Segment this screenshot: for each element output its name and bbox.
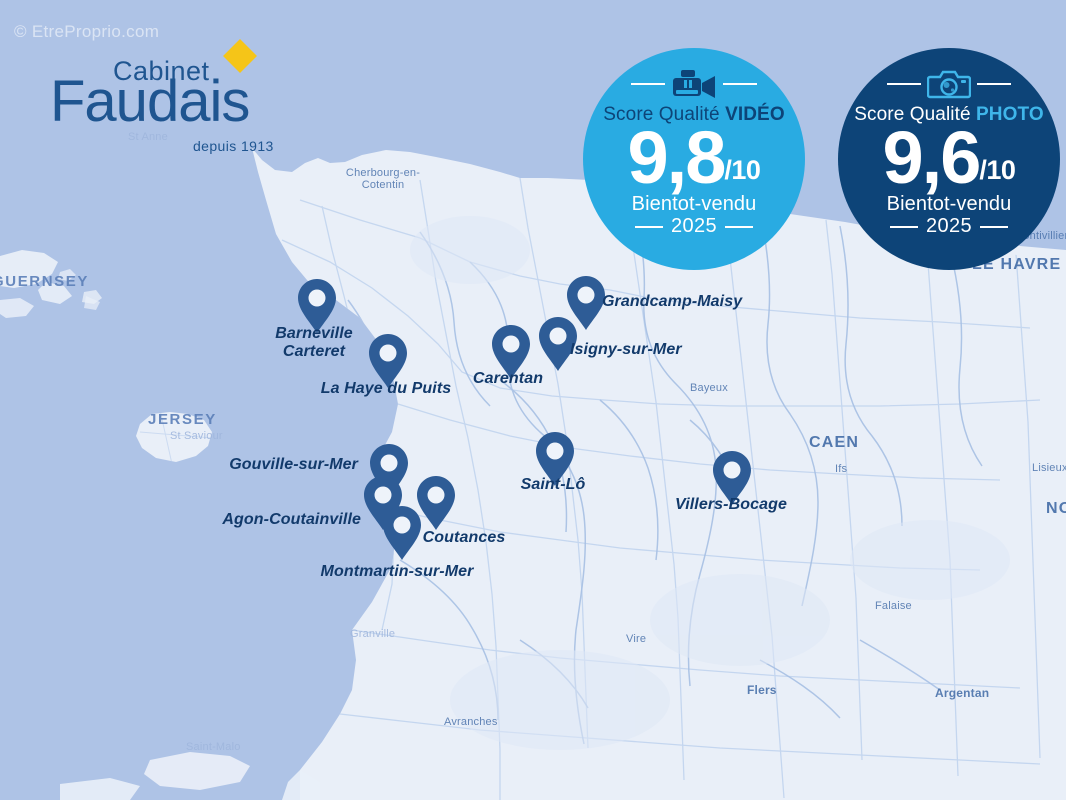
company-logo: Cabinet Faudais depuis 1913 <box>46 39 286 154</box>
badge-photo-score-value: 9,6 <box>882 116 982 199</box>
badge-photo-score-row: 9,6 /10 <box>882 116 1016 199</box>
badge-video-subtitle: Bientot-vendu <box>631 193 757 216</box>
badge-photo-label: Score Qualité PHOTO <box>854 104 1044 126</box>
map-pin[interactable] <box>490 324 532 380</box>
map-pin-icon <box>298 279 336 333</box>
map-pin[interactable] <box>367 333 409 389</box>
map-pin-label-line: La Haye du Puits <box>320 380 452 397</box>
badge-video-year: 2025 <box>670 215 718 238</box>
map-pin[interactable] <box>565 275 607 331</box>
watermark: © EtreProprio.com <box>14 22 160 41</box>
year-rule-right <box>980 225 1009 228</box>
year-rule-right <box>725 225 754 228</box>
badge-video-score-value: 9,8 <box>627 116 727 199</box>
map-pin-icon <box>417 476 455 530</box>
badge-photo-score-denominator: /10 <box>979 155 1016 186</box>
badge-video-score: Score Qualité VIDÉO 9,8 /10 Bientot-vend… <box>583 48 805 270</box>
map-pin[interactable] <box>415 475 457 531</box>
badge-video-label: Score Qualité VIDÉO <box>603 104 784 126</box>
map-pin-label: Isigny-sur-Mer <box>570 341 682 359</box>
map-pin-label-line: Carentan <box>472 370 544 387</box>
map-pin-label-line: Barneville <box>275 325 353 342</box>
logo-top-word: Cabinet <box>113 56 210 86</box>
jersey-island <box>136 412 212 462</box>
logo-main-word: Faudais <box>50 69 250 134</box>
map-pin-label-line: Carteret <box>282 343 346 360</box>
map-pin-label-line: Saint-Lô <box>520 476 586 493</box>
map-pin[interactable] <box>381 505 423 561</box>
rule-left <box>631 83 665 85</box>
map-pin[interactable] <box>296 278 338 334</box>
channel-islands <box>0 250 102 318</box>
map-pin-label: Saint-Lô <box>521 476 586 494</box>
map-pin-icon <box>536 432 574 486</box>
map-pin[interactable] <box>711 450 753 506</box>
badge-photo-label-bold: PHOTO <box>976 104 1044 125</box>
map-pin[interactable] <box>537 316 579 372</box>
video-camera-icon <box>673 70 715 98</box>
landmass <box>60 148 1066 800</box>
badge-video-score-denominator: /10 <box>724 155 761 186</box>
year-rule-left <box>634 225 663 228</box>
badge-video-score-row: 9,8 /10 <box>627 116 761 199</box>
map-pin-label: Barneville Carteret <box>275 325 352 361</box>
map-pin-label-line: Grandcamp-Maisy <box>602 293 743 310</box>
map-pin-label-line: Coutances <box>422 529 506 546</box>
map-pin[interactable] <box>534 431 576 487</box>
map-pin-label: Coutances <box>423 529 506 547</box>
map-pin-label: Villers-Bocage <box>675 496 787 514</box>
map-pin-icon <box>492 325 530 379</box>
year-rule-left <box>889 225 918 228</box>
rule-left <box>887 83 921 85</box>
badge-photo-year-row: 2025 <box>838 215 1060 238</box>
map-pin-label-line: Gouville-sur-Mer <box>229 456 358 473</box>
badge-video-icon-row <box>583 66 805 102</box>
map-pin-label: Agon-Coutainville <box>222 511 361 529</box>
map-pin-icon <box>713 451 751 505</box>
badge-photo-label-plain: Score Qualité <box>854 104 977 125</box>
terrain-shading <box>410 216 1010 750</box>
badge-video-label-plain: Score Qualité <box>603 104 726 125</box>
badge-photo-year: 2025 <box>925 215 973 238</box>
map-pin-label: Carentan <box>473 370 543 388</box>
map-pin-icon <box>567 276 605 330</box>
map-pin-icon <box>369 334 407 388</box>
map-pin-label-line: Villers-Bocage <box>675 496 787 513</box>
badge-photo-score: Score Qualité PHOTO 9,6 /10 Bientot-vend… <box>838 48 1060 270</box>
badge-video-label-bold: VIDÉO <box>725 104 785 125</box>
map-pin-icon <box>383 506 421 560</box>
rule-right <box>723 83 757 85</box>
photo-camera-icon <box>927 70 971 99</box>
map-pin-label-line: Montmartin-sur-Mer <box>320 563 474 580</box>
rule-right <box>977 83 1011 85</box>
map-pin-label: La Haye du Puits <box>321 380 452 398</box>
map-pin-label: Montmartin-sur-Mer <box>321 563 474 581</box>
badge-photo-subtitle: Bientot-vendu <box>886 193 1012 216</box>
map-pin-label-line: Isigny-sur-Mer <box>570 341 682 358</box>
badge-photo-icon-row <box>838 66 1060 102</box>
map-pin-label: Gouville-sur-Mer <box>229 456 358 474</box>
map-pin-label-line: Agon-Coutainville <box>222 511 361 528</box>
map-pin-label: Grandcamp-Maisy <box>602 293 742 311</box>
badge-video-year-row: 2025 <box>583 215 805 238</box>
logo-tagline: depuis 1913 <box>193 138 274 154</box>
map-pin-icon <box>539 317 577 371</box>
